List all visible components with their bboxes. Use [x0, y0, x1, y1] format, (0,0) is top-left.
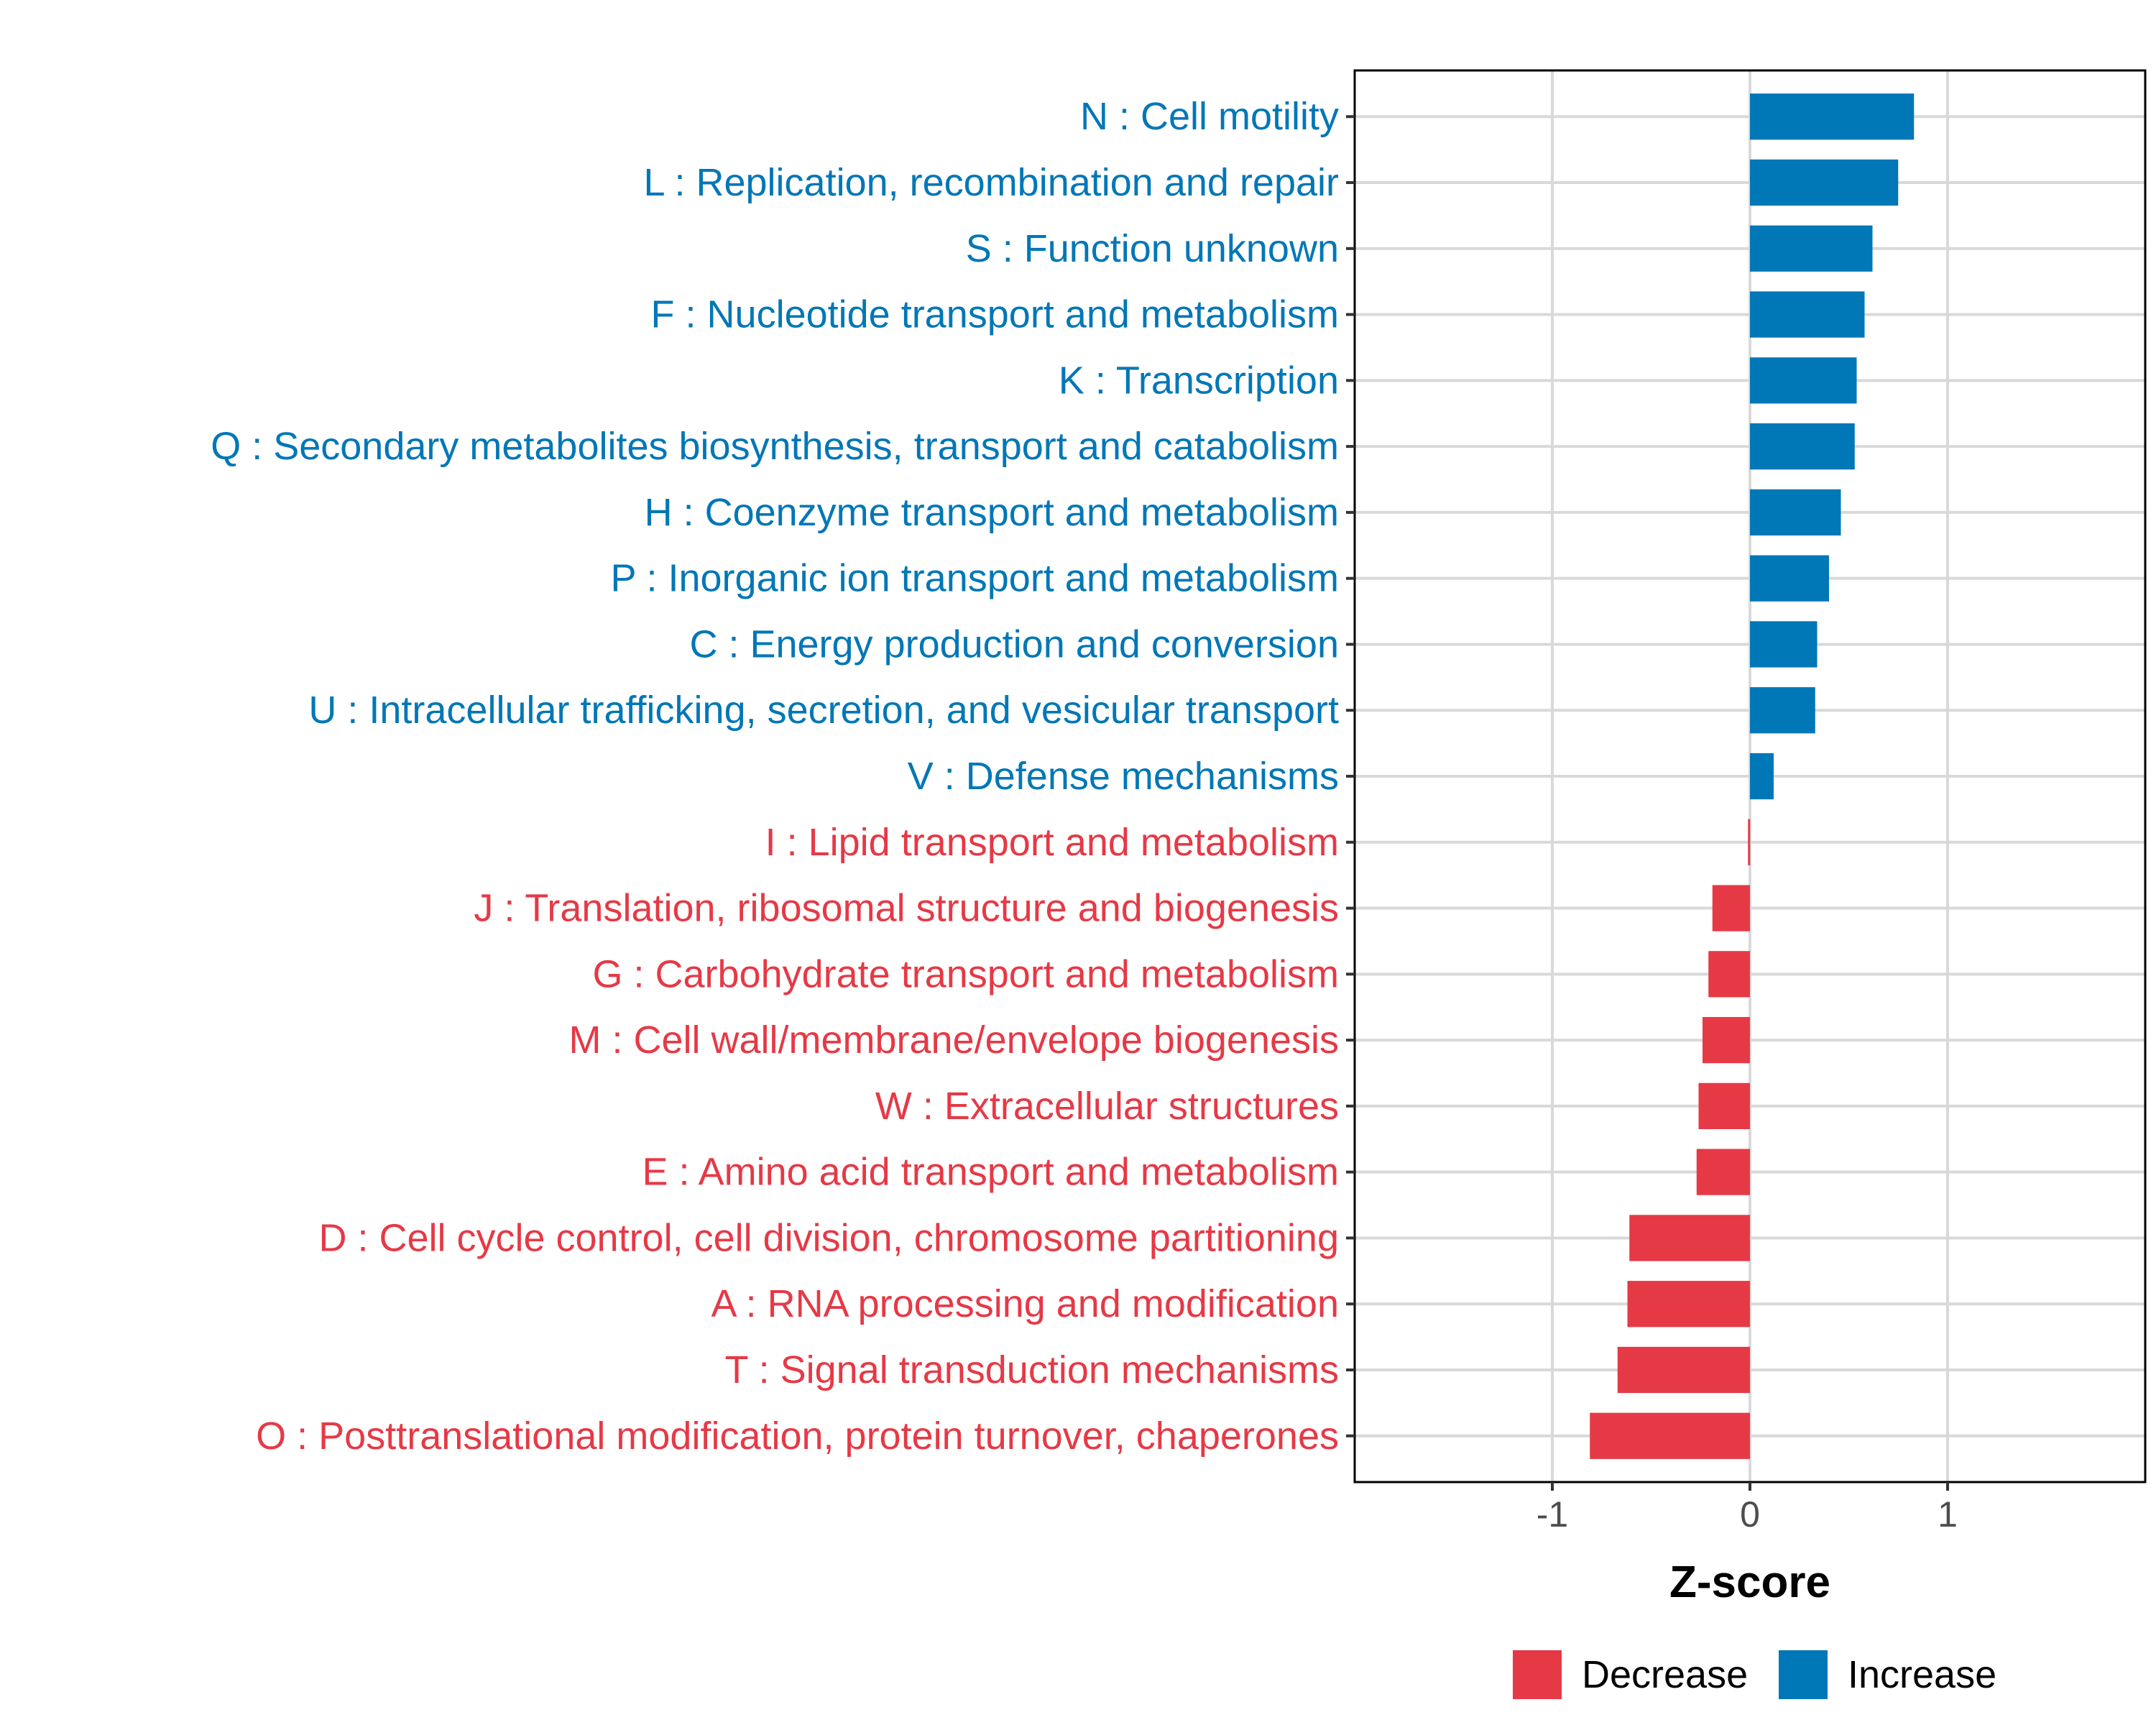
- x-tick-label: -1: [1537, 1494, 1568, 1535]
- category-label: J : Translation, ribosomal structure and…: [474, 887, 1339, 930]
- legend-swatch-decrease: [1513, 1650, 1562, 1699]
- category-label: Q : Secondary metabolites biosynthesis, …: [211, 425, 1339, 468]
- bar: [1590, 1412, 1750, 1459]
- category-label: H : Coenzyme transport and metabolism: [645, 491, 1339, 534]
- category-label: K : Transcription: [1059, 359, 1339, 402]
- x-tick-label: 0: [1740, 1494, 1760, 1535]
- bar-layer: [1590, 93, 1915, 1459]
- bar: [1750, 291, 1865, 338]
- category-label: M : Cell wall/membrane/envelope biogenes…: [568, 1018, 1339, 1062]
- bar: [1750, 357, 1857, 404]
- category-label: L : Replication, recombination and repai…: [643, 161, 1339, 204]
- category-label: I : Lipid transport and metabolism: [765, 821, 1339, 864]
- category-label: C : Energy production and conversion: [689, 622, 1339, 666]
- bar: [1703, 1016, 1750, 1064]
- category-label: O : Posttranslational modification, prot…: [256, 1414, 1339, 1458]
- category-label: P : Inorganic ion transport and metaboli…: [610, 557, 1339, 600]
- bar: [1708, 951, 1750, 998]
- category-label: T : Signal transduction mechanisms: [725, 1348, 1339, 1392]
- x-axis-title: Z-score: [1669, 1558, 1830, 1607]
- category-label: D : Cell cycle control, cell division, c…: [318, 1216, 1339, 1259]
- bar: [1617, 1346, 1750, 1394]
- category-label: A : RNA processing and modification: [711, 1282, 1339, 1325]
- category-label: F : Nucleotide transport and metabolism: [651, 293, 1339, 336]
- category-label: G : Carbohydrate transport and metabolis…: [593, 952, 1340, 995]
- x-axis: -1 0 1: [1537, 1482, 1958, 1535]
- bar: [1750, 687, 1815, 734]
- bar: [1750, 621, 1818, 668]
- bar: [1750, 489, 1841, 536]
- legend-swatch-increase: [1779, 1650, 1828, 1699]
- y-axis: N : Cell motility L : Replication, recomb…: [211, 95, 1355, 1458]
- bar: [1748, 819, 1751, 865]
- category-label: N : Cell motility: [1080, 95, 1339, 138]
- category-label: U : Intracellular trafficking, secretion…: [308, 689, 1339, 732]
- category-label: S : Function unknown: [966, 227, 1339, 270]
- bar: [1627, 1281, 1750, 1328]
- category-label: W : Extracellular structures: [875, 1085, 1339, 1128]
- bar: [1629, 1215, 1750, 1261]
- bar: [1750, 423, 1855, 470]
- category-label: V : Defense mechanisms: [908, 755, 1339, 798]
- category-label: E : Amino acid transport and metabolism: [642, 1151, 1339, 1194]
- legend: Decrease Increase: [1513, 1650, 1996, 1699]
- bar: [1698, 1082, 1750, 1129]
- legend-label-decrease: Decrease: [1582, 1653, 1748, 1696]
- bar: [1750, 93, 1915, 140]
- legend-label-increase: Increase: [1848, 1653, 1996, 1696]
- bar: [1750, 753, 1774, 800]
- bar: [1750, 225, 1873, 272]
- bar: [1696, 1149, 1750, 1195]
- bar: [1750, 555, 1829, 602]
- x-tick-label: 1: [1938, 1494, 1958, 1535]
- bar: [1712, 885, 1750, 932]
- bar: [1750, 159, 1899, 206]
